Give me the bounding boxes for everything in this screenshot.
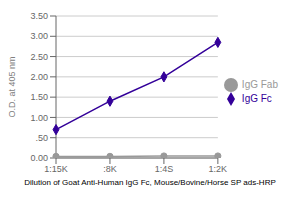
svg-text:3.50: 3.50	[30, 11, 48, 21]
svg-text:1:4S: 1:4S	[155, 164, 174, 174]
svg-text:O.D. at 405 nm: O.D. at 405 nm	[8, 56, 17, 117]
svg-text:.50: .50	[35, 133, 48, 143]
svg-text:1:15K: 1:15K	[44, 164, 68, 174]
svg-text::8K: :8K	[103, 164, 117, 174]
svg-text:1:2K: 1:2K	[209, 164, 228, 174]
svg-text:1.00: 1.00	[30, 113, 48, 123]
svg-text:2.00: 2.00	[30, 72, 48, 82]
html-text:Dilution of Goat Anti-Human Ig: Dilution of Goat Anti-Human IgG Fc, Mous…	[24, 178, 276, 187]
svg-text:2.50: 2.50	[30, 52, 48, 62]
svg-text:0.00: 0.00	[30, 153, 48, 163]
svg-text:1.50: 1.50	[30, 92, 48, 102]
html-text:IgG Fab: IgG Fab	[241, 78, 278, 90]
svg-text:3.00: 3.00	[30, 31, 48, 41]
html-text:IgG Fc: IgG Fc	[241, 92, 272, 104]
